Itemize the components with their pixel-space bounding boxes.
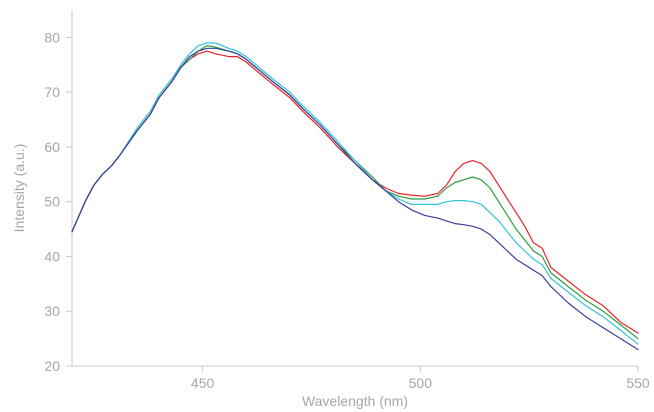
series-line-4 — [71, 47, 639, 351]
x-axis-title: Wavelength (nm) — [302, 393, 408, 409]
y-tick-label: 50 — [44, 194, 60, 210]
y-tick-label: 60 — [44, 139, 60, 155]
x-tick-label: 550 — [626, 375, 650, 391]
y-axis-title: Intensity (a.u.) — [11, 144, 27, 233]
y-tick-label: 30 — [44, 303, 60, 319]
x-ticks: 450 500 550 — [191, 366, 650, 391]
plot-area — [71, 42, 639, 351]
y-tick-label: 40 — [44, 248, 60, 264]
y-axis: 20 30 40 50 60 70 80 Intensity (a.u.) — [11, 10, 73, 374]
y-tick-label: 20 — [44, 358, 60, 374]
x-tick-label: 500 — [409, 375, 433, 391]
y-ticks: 20 30 40 50 60 70 80 — [44, 29, 72, 374]
y-tick-label: 80 — [44, 29, 60, 45]
y-tick-label: 70 — [44, 84, 60, 100]
series-line-1 — [71, 50, 639, 334]
series-line-2 — [71, 44, 639, 340]
series-line-3 — [71, 42, 639, 345]
x-axis: 450 500 550 Wavelength (nm) — [72, 365, 650, 409]
x-tick-label: 450 — [191, 375, 215, 391]
